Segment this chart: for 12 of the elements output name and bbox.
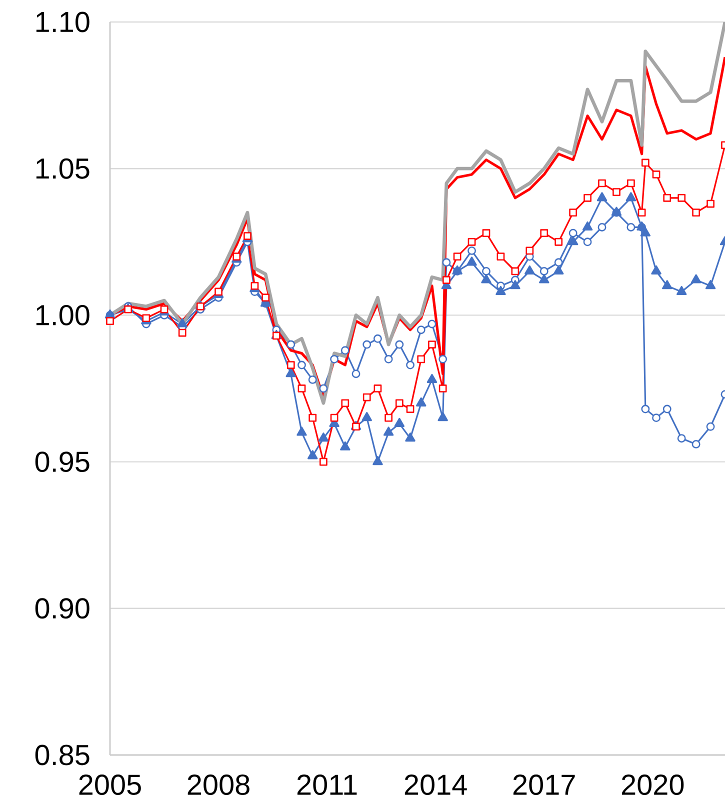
y-tick-label: 0.90 (35, 598, 90, 619)
y-tick-label: 1.05 (36, 158, 90, 179)
y-tick-label: 0.85 (35, 744, 90, 766)
x-tick-label: 2020 (622, 774, 684, 795)
y-tick-label: 1.10 (36, 12, 90, 32)
x-tick-label: 2005 (79, 774, 141, 795)
x-tick-label: 2011 (297, 774, 357, 795)
x-tick-label: 2017 (513, 774, 575, 795)
x-tick-label: 2008 (188, 774, 250, 795)
y-tick-label: 1.00 (36, 304, 90, 326)
y-tick-label: 0.95 (35, 452, 90, 472)
x-tick-label: 2014 (404, 774, 467, 795)
